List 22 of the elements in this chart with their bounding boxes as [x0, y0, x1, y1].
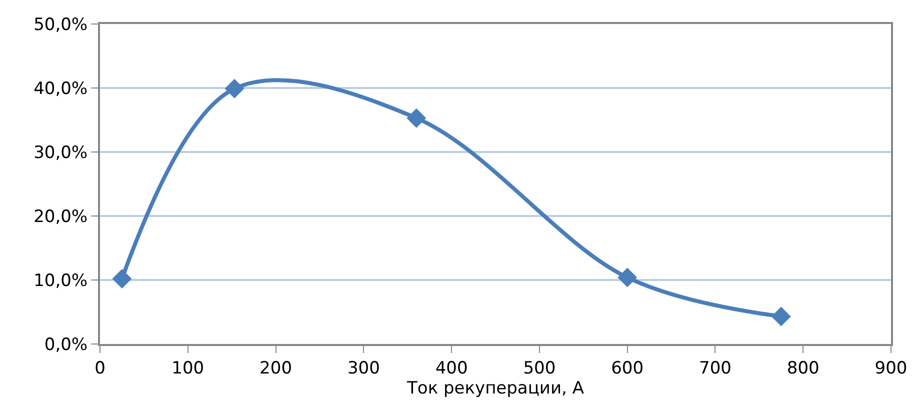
y-tick-label: 0,0% — [44, 334, 88, 355]
x-tick-label: 500 — [523, 358, 556, 378]
y-tick-label: 50,0% — [34, 14, 88, 35]
x-tick-label: 100 — [172, 358, 204, 378]
point — [618, 268, 638, 288]
point — [771, 306, 791, 326]
x-tick-label: 600 — [611, 358, 644, 378]
x-axis-title: Ток рекуперации, А — [406, 378, 584, 398]
point — [406, 108, 426, 128]
x-tick-label: 200 — [260, 358, 292, 378]
x-tick-label: 800 — [786, 358, 820, 378]
x-tick-label: 0 — [94, 358, 106, 378]
x-tick-label: 900 — [874, 358, 908, 378]
x-tick-label: 300 — [347, 358, 380, 378]
point — [224, 78, 244, 98]
y-tick-label: 20,0% — [34, 206, 88, 227]
y-tick-label: 10,0% — [34, 270, 88, 291]
y-tick-label: 30,0% — [34, 142, 88, 163]
y-tick-label: 40,0% — [34, 78, 88, 99]
point — [112, 268, 132, 288]
x-tick-label: 400 — [435, 358, 468, 378]
x-tick-label: 700 — [698, 358, 732, 378]
